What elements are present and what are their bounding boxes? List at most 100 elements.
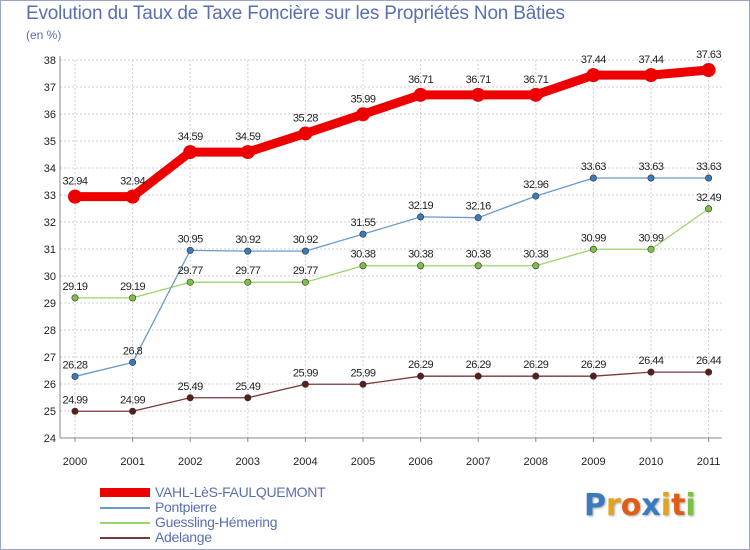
data-point	[705, 174, 713, 182]
data-point	[586, 68, 601, 83]
data-label: 37.44	[638, 54, 663, 66]
logo-letter: x	[641, 488, 661, 523]
data-label: 32.49	[696, 192, 721, 204]
x-tick-label: 2011	[697, 456, 721, 468]
chart-subtitle: (en %)	[26, 28, 62, 42]
data-label: 29.77	[235, 265, 260, 277]
legend-label-pontpierre: Pontpierre	[155, 499, 217, 515]
y-tick-label: 30	[44, 271, 56, 283]
data-point	[705, 368, 713, 376]
data-point	[186, 246, 194, 254]
x-tick-label: 2005	[351, 456, 375, 468]
data-point	[589, 372, 597, 380]
data-label: 25.99	[293, 367, 318, 379]
data-label: 36.71	[523, 74, 548, 86]
data-label: 26.29	[466, 359, 491, 371]
data-point	[240, 145, 255, 160]
data-label: 26.44	[696, 355, 721, 367]
x-tick-label: 2008	[524, 456, 548, 468]
data-point	[474, 262, 482, 270]
y-tick-label: 26	[44, 379, 56, 391]
x-tick-label: 2010	[639, 456, 663, 468]
data-label: 33.63	[581, 161, 606, 173]
data-point	[474, 214, 482, 222]
data-point	[129, 358, 137, 366]
data-point	[701, 62, 716, 77]
data-label: 30.99	[638, 232, 663, 244]
x-tick-label: 2006	[408, 456, 432, 468]
data-label: 30.38	[523, 249, 548, 261]
data-label: 32.96	[523, 179, 548, 191]
data-point	[186, 278, 194, 286]
x-tick-label: 2002	[178, 456, 202, 468]
data-label: 26.44	[638, 355, 663, 367]
axes: 24 25 26 27 28 29 30 31 32 33 34 35 36 37 38 2000 2001 20…	[44, 55, 722, 468]
data-label: 35.99	[350, 93, 375, 105]
data-label: 29.77	[178, 265, 203, 277]
data-label: 30.38	[408, 249, 433, 261]
data-label: 30.99	[581, 232, 606, 244]
logo-letter: o	[620, 488, 642, 523]
data-point	[474, 372, 482, 380]
x-tick-label: 2007	[466, 456, 490, 468]
data-label: 30.92	[293, 234, 318, 246]
data-point	[129, 407, 137, 415]
x-tick-label: 2004	[293, 456, 317, 468]
data-point	[532, 262, 540, 270]
data-label: 26.29	[408, 359, 433, 371]
proxiti-logo: Proxiti	[584, 488, 696, 523]
series-line-3	[74, 371, 710, 412]
data-label: 36.71	[466, 74, 491, 86]
data-point	[647, 174, 655, 182]
series-line-1	[74, 177, 710, 378]
data-point	[417, 213, 425, 221]
data-point	[359, 230, 367, 238]
logo-letter: i	[660, 488, 672, 523]
legend-label-guessling: Guessling-Hémering	[155, 514, 278, 530]
data-label: 32.94	[62, 176, 87, 188]
data-label: 37.63	[696, 49, 721, 61]
data-point	[359, 262, 367, 270]
y-tick-label: 28	[44, 325, 56, 337]
data-label: 26.28	[62, 359, 87, 371]
y-tick-label: 29	[44, 298, 56, 310]
data-point	[298, 126, 313, 141]
data-point	[244, 394, 252, 402]
y-tick-label: 36	[44, 109, 56, 121]
data-label: 26.8	[123, 345, 143, 357]
legend-swatch-guessling	[100, 522, 150, 524]
y-tick-label: 33	[44, 190, 56, 202]
y-tick-label: 25	[44, 406, 56, 418]
data-label: 30.38	[466, 249, 491, 261]
data-label: 25.49	[235, 381, 260, 393]
data-point	[417, 372, 425, 380]
data-point	[301, 380, 309, 388]
x-tick-label: 2001	[120, 456, 144, 468]
data-label: 33.63	[696, 161, 721, 173]
data-label: 24.99	[62, 394, 87, 406]
data-point	[125, 189, 140, 204]
data-point	[301, 278, 309, 286]
data-label: 29.19	[120, 281, 145, 293]
series-line-2	[74, 208, 710, 299]
data-label: 29.77	[293, 265, 318, 277]
data-point	[644, 68, 658, 83]
data-point	[359, 380, 367, 388]
data-label: 26.29	[581, 359, 606, 371]
y-tick-label: 27	[44, 352, 56, 364]
logo-letter: i	[685, 488, 696, 523]
y-tick-label: 37	[44, 82, 56, 94]
data-point	[71, 294, 79, 302]
data-label: 29.19	[62, 281, 87, 293]
y-tick-label: 24	[44, 433, 56, 445]
data-point	[589, 174, 597, 182]
data-label: 37.44	[581, 54, 606, 66]
x-tick-label: 2000	[63, 456, 87, 468]
data-point	[71, 407, 79, 415]
logo-letter: r	[606, 488, 621, 523]
data-label: 30.95	[178, 233, 203, 245]
data-label: 25.99	[350, 367, 375, 379]
data-point	[71, 372, 79, 380]
chart-title: Evolution du Taux de Taxe Foncière sur l…	[26, 3, 565, 24]
